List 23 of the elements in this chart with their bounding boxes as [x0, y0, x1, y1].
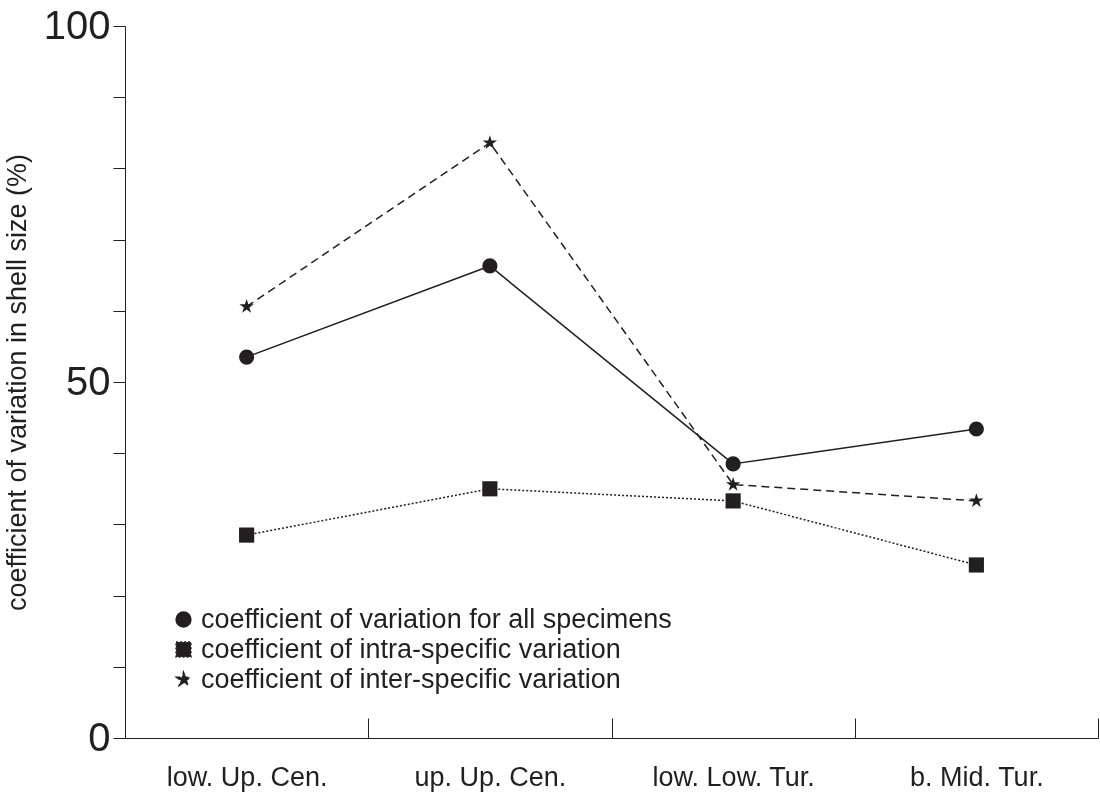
x-tick-label: b. Mid. Tur.	[910, 761, 1044, 792]
y-tick-label: 100	[43, 2, 111, 47]
legend-label: coefficient of inter-specific variation	[201, 663, 621, 694]
legend-label: coefficient of variation for all specimens	[201, 603, 672, 634]
legend-label: coefficient of intra-specific variation	[201, 633, 621, 664]
x-tick-label: low. Up. Cen.	[166, 761, 328, 792]
point	[482, 135, 498, 149]
y-tick-label: 50	[66, 358, 111, 403]
point	[482, 481, 498, 497]
x-tick-label: up. Up. Cen.	[414, 761, 567, 792]
point	[239, 298, 254, 313]
point	[725, 476, 741, 491]
point	[239, 349, 255, 365]
point	[482, 258, 498, 274]
point	[239, 527, 255, 543]
point	[968, 421, 984, 437]
point	[968, 557, 984, 573]
x-tick-label: low. Low. Tur.	[652, 761, 815, 792]
point	[969, 493, 984, 508]
y-axis-title: coefficient of variation in shell size (%)	[1, 153, 32, 612]
point	[725, 493, 741, 509]
point	[725, 456, 741, 472]
y-tick-label: 0	[88, 714, 111, 759]
